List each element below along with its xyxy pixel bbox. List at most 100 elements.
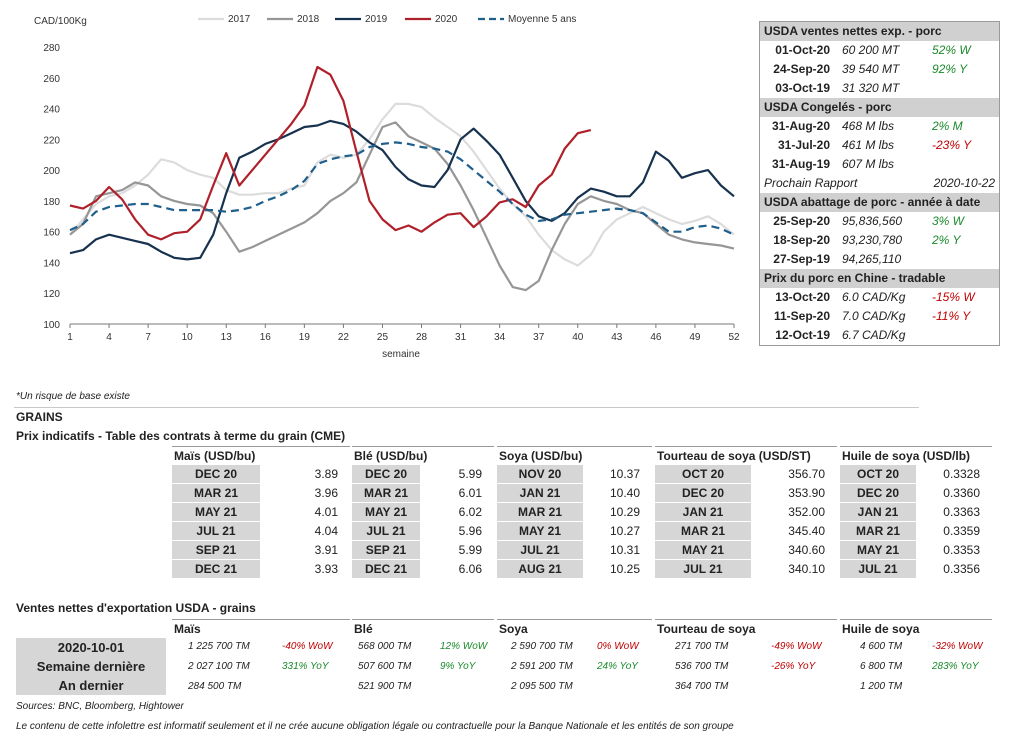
futures-row: MAR 21 0.3359 — [840, 522, 992, 541]
contract-month: JUL 21 — [497, 541, 583, 559]
futures-row: DEC 20 0.3360 — [840, 484, 992, 503]
usda-row: 31-Jul-20 461 M lbs -23% Y — [760, 136, 999, 155]
usda-row: 12-Oct-19 6.7 CAD/Kg — [760, 326, 999, 345]
usda-change: -15% W — [932, 290, 975, 304]
usda-date: 11-Sep-20 — [773, 309, 830, 323]
export-change: -32% WoW — [932, 641, 983, 652]
contract-month: DEC 20 — [172, 465, 260, 483]
series-line-2018 — [69, 121, 735, 292]
x-tick-label: 43 — [611, 332, 623, 343]
contract-month: MAR 21 — [840, 522, 916, 540]
contract-price: 0.3363 — [943, 505, 980, 519]
usda-date: 13-Oct-20 — [775, 290, 830, 304]
chart-ylabel: CAD/100Kg — [34, 16, 87, 27]
contract-price: 4.04 — [314, 524, 338, 538]
x-tick-label: 16 — [260, 332, 272, 343]
contract-month: MAY 21 — [497, 522, 583, 540]
usda-change — [926, 155, 996, 174]
futures-row: MAR 21 3.96 — [172, 484, 350, 503]
usda-date: 03-Oct-19 — [775, 81, 830, 95]
contract-price: 0.3353 — [943, 543, 980, 557]
y-axis: 100 120 140 160 180 200 220 240 260 280 — [43, 43, 60, 331]
export-volume: 2 027 100 TM — [188, 661, 250, 672]
export-column-header: Huile de soya — [840, 619, 992, 637]
grains-heading: GRAINS — [16, 410, 63, 424]
futures-row: DEC 20 353.90 — [655, 484, 837, 503]
export-change: 0% WoW — [597, 641, 639, 652]
y-tick-label: 120 — [43, 289, 60, 300]
contract-price: 3.91 — [314, 543, 338, 557]
contract-price: 10.29 — [609, 505, 640, 519]
usda-change: -23% Y — [932, 138, 972, 152]
x-tick-label: 13 — [221, 332, 233, 343]
contract-price: 10.25 — [609, 562, 640, 576]
export-volume: 568 000 TM — [358, 641, 412, 652]
x-tick-label: 19 — [299, 332, 311, 343]
futures-row: MAY 21 0.3353 — [840, 541, 992, 560]
usda-value: 607 M lbs — [842, 157, 895, 171]
sources: Sources: BNC, Bloomberg, Hightower — [16, 701, 184, 712]
x-tick-label: 22 — [338, 332, 350, 343]
usda-change: 3% W — [932, 214, 965, 228]
contract-price: 0.3356 — [943, 562, 980, 576]
export-column-header: Tourteau de soya — [655, 619, 837, 637]
usda-value: 6.7 CAD/Kg — [842, 328, 906, 342]
y-tick-label: 100 — [43, 320, 60, 331]
series-line-2019 — [69, 119, 735, 261]
export-change: -49% WoW — [771, 641, 822, 652]
contract-price: 345.40 — [788, 524, 825, 538]
usda-row: 18-Sep-20 93,230,780 2% Y — [760, 231, 999, 250]
contract-month: OCT 20 — [840, 465, 916, 483]
x-tick-label: 4 — [106, 332, 112, 343]
x-tick-label: 34 — [494, 332, 506, 343]
futures-row: DEC 21 6.06 — [352, 560, 494, 579]
usda-row: 01-Oct-20 60 200 MT 52% W — [760, 41, 999, 60]
usda-value: 94,265,110 — [842, 252, 902, 266]
usda-change: 2% Y — [932, 233, 961, 247]
export-volume: 2 095 500 TM — [511, 681, 573, 692]
futures-column-header: Huile de soya (USD/lb) — [840, 446, 992, 464]
contract-month: DEC 20 — [840, 484, 916, 502]
futures-row: MAY 21 340.60 — [655, 541, 837, 560]
x-tick-label: 49 — [689, 332, 701, 343]
usda-change — [926, 250, 996, 269]
y-tick-label: 280 — [43, 43, 60, 54]
usda-value: 461 M lbs — [842, 138, 895, 152]
export-change: 283% YoY — [932, 661, 979, 672]
export-volume: 271 700 TM — [675, 641, 729, 652]
usda-change: 92% Y — [932, 62, 968, 76]
contract-month: DEC 21 — [172, 560, 260, 578]
contract-month: DEC 20 — [352, 465, 420, 483]
hog-price-chart: CAD/100Kg 2017 2018 2019 2020 Moyenne 5 ans … — [34, 14, 740, 360]
futures-row: MAR 21 345.40 — [655, 522, 837, 541]
y-tick-label: 160 — [43, 228, 60, 239]
usda-value: 468 M lbs — [842, 119, 895, 133]
futures-row: DEC 21 3.93 — [172, 560, 350, 579]
futures-row: JUL 21 340.10 — [655, 560, 837, 579]
usda-date: 31-Jul-20 — [777, 138, 830, 152]
usda-change — [926, 79, 996, 98]
usda-date: 31-Aug-20 — [771, 119, 830, 133]
y-tick-label: 140 — [43, 258, 60, 269]
contract-month: MAY 21 — [655, 541, 751, 559]
export-column-header: Soya — [497, 619, 652, 637]
usda-value: 95,836,560 — [842, 214, 903, 228]
contract-price: 3.89 — [314, 467, 338, 481]
contract-price: 6.02 — [458, 505, 482, 519]
y-tick-label: 240 — [43, 105, 60, 116]
contract-month: MAR 21 — [172, 484, 260, 502]
export-row-label: 2020-10-01 — [16, 638, 166, 657]
x-tick-label: 10 — [182, 332, 194, 343]
contract-price: 340.10 — [788, 562, 825, 576]
futures-row: DEC 20 5.99 — [352, 465, 494, 484]
exports-table-title: Ventes nettes d'exportation USDA - grain… — [16, 601, 256, 615]
contract-price: 3.96 — [314, 486, 338, 500]
usda-slaughter-header: USDA abattage de porc - année à date — [760, 193, 999, 212]
contract-price: 4.01 — [314, 505, 338, 519]
export-row-label: Semaine dernière — [16, 657, 166, 676]
next-report-label: Prochain Rapport — [764, 176, 858, 190]
contract-price: 3.93 — [314, 562, 338, 576]
export-volume: 4 600 TM — [860, 641, 903, 652]
contract-price: 10.27 — [609, 524, 640, 538]
export-change: -40% WoW — [282, 641, 333, 652]
